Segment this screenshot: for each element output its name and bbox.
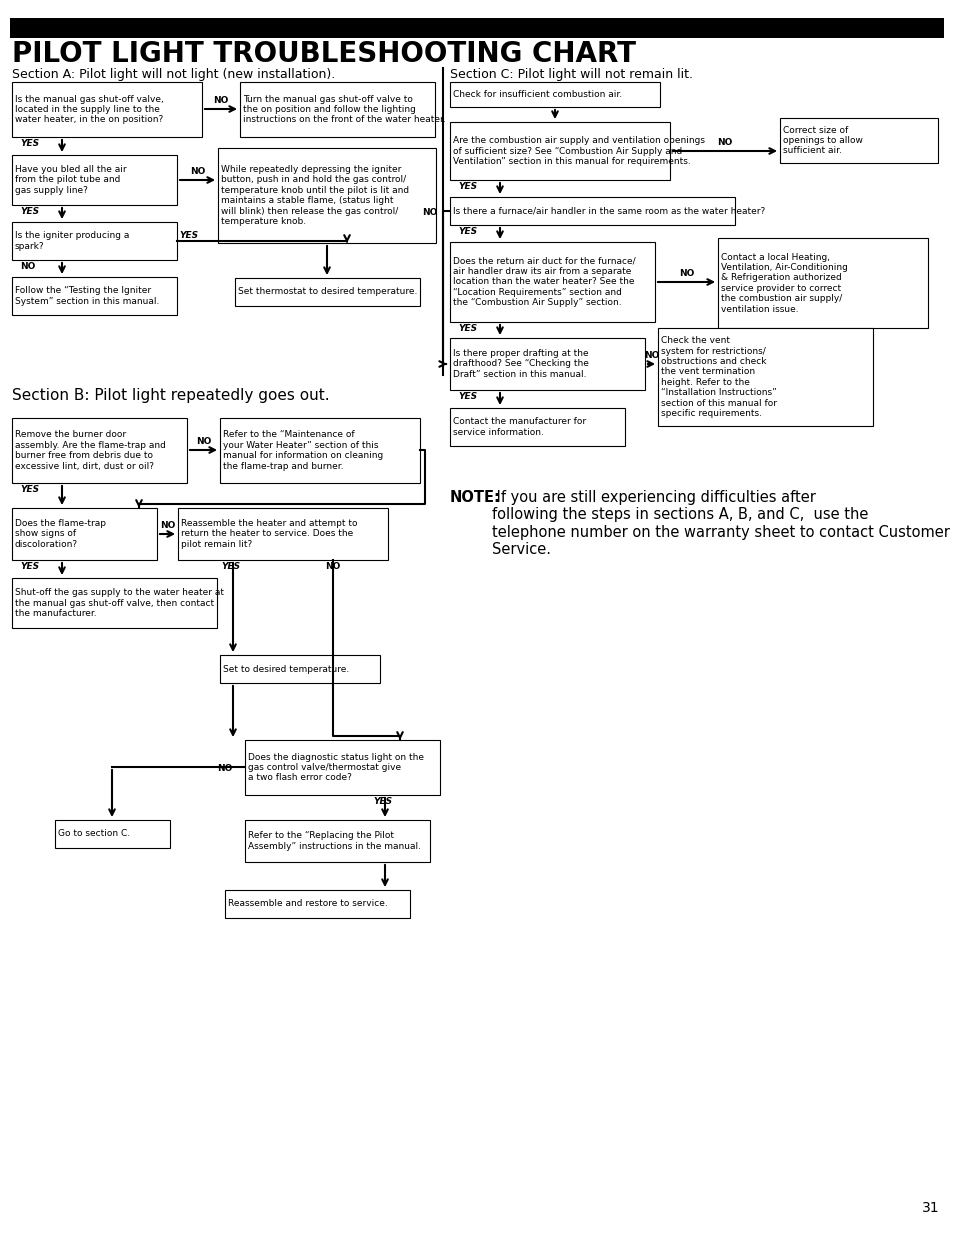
- Text: NO: NO: [190, 167, 205, 177]
- Text: Set to desired temperature.: Set to desired temperature.: [223, 664, 349, 673]
- Text: Is the manual gas shut-off valve,
located in the supply line to the
water heater: Is the manual gas shut-off valve, locate…: [15, 95, 164, 125]
- FancyBboxPatch shape: [234, 278, 419, 306]
- Text: Is there a furnace/air handler in the same room as the water heater?: Is there a furnace/air handler in the sa…: [453, 206, 764, 215]
- FancyBboxPatch shape: [218, 148, 436, 243]
- Text: Go to section C.: Go to section C.: [58, 830, 130, 839]
- FancyBboxPatch shape: [450, 198, 734, 225]
- Text: YES: YES: [20, 562, 39, 571]
- Text: YES: YES: [20, 140, 39, 148]
- Text: NO: NO: [216, 764, 233, 773]
- Text: Refer to the “Maintenance of
your Water Heater” section of this
manual for infor: Refer to the “Maintenance of your Water …: [223, 431, 383, 471]
- Text: PILOT LIGHT TROUBLESHOOTING CHART: PILOT LIGHT TROUBLESHOOTING CHART: [12, 40, 636, 68]
- Text: Remove the burner door
assembly. Are the flame-trap and
burner free from debris : Remove the burner door assembly. Are the…: [15, 431, 166, 471]
- Text: YES: YES: [457, 227, 476, 236]
- FancyBboxPatch shape: [718, 238, 927, 329]
- Text: Set thermostat to desired temperature.: Set thermostat to desired temperature.: [237, 288, 417, 296]
- FancyBboxPatch shape: [245, 740, 439, 795]
- FancyBboxPatch shape: [12, 277, 177, 315]
- FancyBboxPatch shape: [450, 122, 669, 180]
- Text: YES: YES: [457, 391, 476, 401]
- FancyBboxPatch shape: [780, 119, 937, 163]
- FancyBboxPatch shape: [178, 508, 388, 559]
- FancyBboxPatch shape: [12, 82, 202, 137]
- FancyBboxPatch shape: [12, 417, 187, 483]
- Text: If you are still experiencing difficulties after
following the steps in sections: If you are still experiencing difficulti…: [492, 490, 949, 557]
- Text: Check the vent
system for restrictions/
obstructions and check
the vent terminat: Check the vent system for restrictions/ …: [660, 336, 776, 417]
- Text: YES: YES: [179, 231, 198, 240]
- Text: NO: NO: [325, 562, 340, 571]
- Text: Does the diagnostic status light on the
gas control valve/thermostat give
a two : Does the diagnostic status light on the …: [248, 752, 423, 783]
- Text: Does the return air duct for the furnace/
air handler draw its air from a separa: Does the return air duct for the furnace…: [453, 257, 635, 308]
- Text: YES: YES: [457, 182, 476, 191]
- Text: NO: NO: [213, 96, 229, 105]
- Text: Reassemble the heater and attempt to
return the heater to service. Does the
pilo: Reassemble the heater and attempt to ret…: [181, 519, 357, 548]
- FancyBboxPatch shape: [220, 417, 419, 483]
- Text: Is there proper drafting at the
drafthood? See “Checking the
Draft” section in t: Is there proper drafting at the drafthoo…: [453, 350, 588, 379]
- Text: Is the igniter producing a
spark?: Is the igniter producing a spark?: [15, 231, 130, 251]
- Text: NO: NO: [679, 269, 694, 278]
- Text: Contact a local Heating,
Ventilation, Air-Conditioning
& Refrigeration authorize: Contact a local Heating, Ventilation, Ai…: [720, 252, 847, 314]
- Text: NO: NO: [195, 437, 211, 446]
- FancyBboxPatch shape: [225, 890, 410, 918]
- Text: YES: YES: [457, 324, 476, 333]
- Text: Turn the manual gas shut-off valve to
the on position and follow the lighting
in: Turn the manual gas shut-off valve to th…: [243, 95, 445, 125]
- Text: Refer to the “Replacing the Pilot
Assembly” instructions in the manual.: Refer to the “Replacing the Pilot Assemb…: [248, 831, 420, 851]
- FancyBboxPatch shape: [220, 655, 379, 683]
- FancyBboxPatch shape: [10, 19, 943, 38]
- Text: YES: YES: [20, 485, 39, 494]
- FancyBboxPatch shape: [658, 329, 872, 426]
- FancyBboxPatch shape: [55, 820, 170, 848]
- Text: 31: 31: [922, 1200, 939, 1215]
- FancyBboxPatch shape: [12, 508, 157, 559]
- FancyBboxPatch shape: [450, 408, 624, 446]
- Text: Does the flame-trap
show signs of
discoloration?: Does the flame-trap show signs of discol…: [15, 519, 106, 548]
- Text: NO: NO: [421, 207, 436, 217]
- Text: NO: NO: [643, 351, 659, 359]
- Text: NOTE:: NOTE:: [450, 490, 500, 505]
- Text: Section C: Pilot light will not remain lit.: Section C: Pilot light will not remain l…: [450, 68, 692, 82]
- Text: NO: NO: [160, 521, 175, 530]
- Text: Check for insufficient combustion air.: Check for insufficient combustion air.: [453, 90, 621, 99]
- FancyBboxPatch shape: [245, 820, 430, 862]
- Text: Correct size of
openings to allow
sufficient air.: Correct size of openings to allow suffic…: [782, 126, 862, 156]
- Text: NO: NO: [20, 262, 35, 270]
- Text: YES: YES: [373, 797, 392, 806]
- Text: Have you bled all the air
from the pilot tube and
gas supply line?: Have you bled all the air from the pilot…: [15, 165, 127, 195]
- Text: YES: YES: [20, 207, 39, 216]
- Text: NO: NO: [717, 138, 732, 147]
- FancyBboxPatch shape: [12, 578, 216, 629]
- Text: YES: YES: [221, 562, 240, 571]
- Text: Reassemble and restore to service.: Reassemble and restore to service.: [228, 899, 387, 909]
- Text: Section A: Pilot light will not light (new installation).: Section A: Pilot light will not light (n…: [12, 68, 335, 82]
- Text: Shut-off the gas supply to the water heater at
the manual gas shut-off valve, th: Shut-off the gas supply to the water hea…: [15, 588, 224, 618]
- Text: Section B: Pilot light repeatedly goes out.: Section B: Pilot light repeatedly goes o…: [12, 388, 330, 403]
- FancyBboxPatch shape: [450, 338, 644, 390]
- FancyBboxPatch shape: [12, 222, 177, 261]
- FancyBboxPatch shape: [450, 242, 655, 322]
- Text: Are the combustion air supply and ventilation openings
of sufficient size? See “: Are the combustion air supply and ventil…: [453, 136, 704, 165]
- Text: Contact the manufacturer for
service information.: Contact the manufacturer for service inf…: [453, 417, 585, 437]
- FancyBboxPatch shape: [240, 82, 435, 137]
- Text: Follow the “Testing the Igniter
System” section in this manual.: Follow the “Testing the Igniter System” …: [15, 287, 159, 306]
- Text: While repeatedly depressing the igniter
button, push in and hold the gas control: While repeatedly depressing the igniter …: [221, 165, 409, 226]
- FancyBboxPatch shape: [12, 156, 177, 205]
- FancyBboxPatch shape: [450, 82, 659, 107]
